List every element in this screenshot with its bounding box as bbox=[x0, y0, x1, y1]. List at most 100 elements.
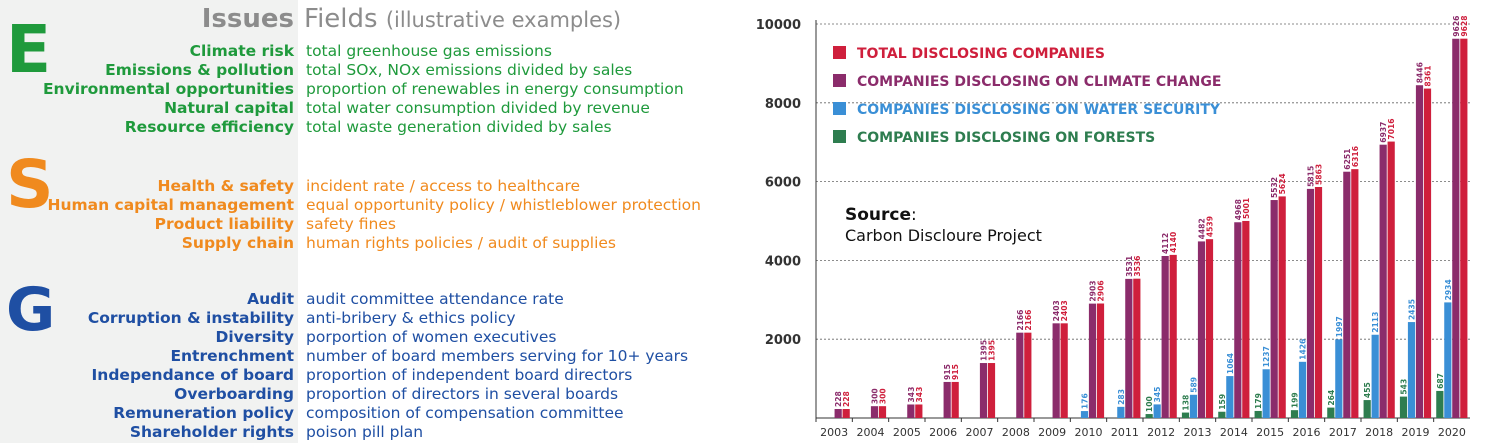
data-label: 179 bbox=[1254, 393, 1263, 409]
field-example: incident rate / access to healthcare bbox=[306, 177, 581, 195]
legend-label-water: COMPANIES DISCLOSING ON WATER SECURITY bbox=[857, 102, 1221, 118]
x-tick-label: 2019 bbox=[1402, 426, 1430, 439]
x-tick-label: 2015 bbox=[1256, 426, 1284, 439]
data-label: 264 bbox=[1327, 390, 1336, 406]
data-label: 1395 bbox=[980, 340, 989, 361]
data-label: 5863 bbox=[1315, 164, 1324, 185]
issue-label: Independance of board bbox=[91, 366, 294, 384]
issue-row: Independance of board proportion of indep… bbox=[0, 366, 740, 385]
bar-climate-2013 bbox=[1197, 241, 1206, 418]
y-tick-label: 6000 bbox=[765, 176, 801, 191]
data-label: 2903 bbox=[1089, 280, 1098, 301]
bar-climate-2019 bbox=[1415, 85, 1424, 418]
data-label: 4968 bbox=[1234, 199, 1243, 220]
y-tick-label: 2000 bbox=[765, 333, 801, 348]
issue-label: Health & safety bbox=[157, 177, 294, 195]
x-tick-label: 2007 bbox=[966, 426, 994, 439]
group-letter-e: E bbox=[6, 11, 52, 88]
data-label: 5815 bbox=[1307, 166, 1316, 187]
issue-label: Entrenchment bbox=[170, 347, 294, 365]
bar-total-2005 bbox=[915, 404, 923, 418]
bar-water-2016 bbox=[1298, 361, 1307, 418]
bar-water-2014 bbox=[1226, 376, 1234, 418]
x-tick-label: 2003 bbox=[820, 426, 848, 439]
x-tick-label: 2005 bbox=[893, 426, 921, 439]
source-colon: : bbox=[911, 205, 917, 225]
issue-row: Entrenchment number of board members serv… bbox=[0, 347, 740, 366]
issue-row: Emissions & pollution total SOx, NOx emis… bbox=[0, 61, 740, 80]
y-tick-label: 8000 bbox=[765, 97, 801, 112]
bar-forests-2020 bbox=[1436, 390, 1444, 418]
bar-climate-2006 bbox=[943, 381, 951, 418]
bar-climate-2007 bbox=[979, 363, 988, 418]
bar-climate-2004 bbox=[870, 406, 879, 418]
issue-label: Overboarding bbox=[174, 385, 294, 403]
esg-issues-panel: Issues Fields (illustrative examples) E C… bbox=[0, 0, 740, 443]
data-label: 1237 bbox=[1262, 346, 1271, 367]
issue-label: Human capital management bbox=[47, 196, 294, 214]
legend-swatch-climate bbox=[833, 74, 846, 87]
bar-forests-2015 bbox=[1254, 410, 1262, 418]
bar-water-2017 bbox=[1335, 339, 1343, 418]
data-label: 5532 bbox=[1270, 177, 1279, 198]
x-tick-label: 2012 bbox=[1147, 426, 1175, 439]
bar-water-2013 bbox=[1189, 394, 1198, 418]
bar-total-2017 bbox=[1351, 169, 1359, 418]
field-example: porportion of women executives bbox=[306, 328, 557, 346]
bar-climate-2012 bbox=[1161, 255, 1169, 418]
group-letter-g: G bbox=[6, 275, 56, 345]
data-label: 6937 bbox=[1379, 122, 1388, 143]
legend-swatch-forests bbox=[833, 130, 846, 143]
issue-row: Product liability safety fines bbox=[0, 215, 740, 234]
bar-climate-2014 bbox=[1234, 222, 1242, 418]
issues-column-background bbox=[0, 0, 298, 443]
x-tick-label: 2008 bbox=[1002, 426, 1030, 439]
x-tick-label: 2014 bbox=[1220, 426, 1248, 439]
source-label: Source bbox=[845, 205, 911, 225]
bar-climate-2016 bbox=[1306, 188, 1315, 418]
data-label: 2934 bbox=[1444, 279, 1453, 300]
x-tick-label: 2011 bbox=[1111, 426, 1139, 439]
issue-row: Health & safety incident rate / access to… bbox=[0, 177, 740, 196]
bar-climate-2018 bbox=[1379, 144, 1387, 419]
fields-header-subtitle: (illustrative examples) bbox=[385, 8, 622, 32]
data-label: 3531 bbox=[1125, 256, 1134, 277]
bar-total-2004 bbox=[878, 406, 887, 418]
issue-label: Audit bbox=[247, 290, 294, 308]
bar-water-2010 bbox=[1080, 411, 1089, 418]
data-label: 2403 bbox=[1052, 300, 1061, 321]
bar-forests-2013 bbox=[1181, 412, 1190, 418]
x-tick-label: 2006 bbox=[929, 426, 957, 439]
y-tick-label: 10000 bbox=[756, 18, 801, 33]
data-label: 9628 bbox=[1460, 16, 1469, 37]
data-label: 1997 bbox=[1335, 316, 1344, 337]
data-label: 589 bbox=[1190, 377, 1199, 393]
x-tick-label: 2010 bbox=[1075, 426, 1103, 439]
data-label: 159 bbox=[1218, 394, 1227, 410]
disclosure-bar-chart: 2000 4000 6000 8000 10000 228 228 2003 300 300 200… bbox=[756, 16, 1470, 439]
legend-label-total: TOTAL DISCLOSING COMPANIES bbox=[857, 46, 1105, 62]
fields-header: Fields (illustrative examples) bbox=[304, 4, 621, 34]
issue-label: Diversity bbox=[215, 328, 295, 346]
data-label: 2166 bbox=[1024, 310, 1033, 331]
data-label: 2906 bbox=[1097, 280, 1106, 301]
issue-label: Climate risk bbox=[189, 42, 294, 60]
field-example: equal opportunity policy / whistleblower… bbox=[306, 196, 701, 214]
source-annotation: Source: bbox=[845, 205, 917, 225]
bar-climate-2009 bbox=[1052, 323, 1060, 418]
data-label: 543 bbox=[1400, 379, 1409, 395]
issue-label: Product liability bbox=[154, 215, 294, 233]
bar-total-2006 bbox=[951, 381, 959, 418]
issue-row: Overboarding proportion of directors in s… bbox=[0, 385, 740, 404]
bar-water-2018 bbox=[1371, 334, 1379, 418]
data-label: 343 bbox=[915, 387, 924, 403]
issues-header: Issues bbox=[201, 4, 294, 34]
field-example: audit committee attendance rate bbox=[306, 290, 564, 308]
data-label: 345 bbox=[1153, 387, 1162, 403]
bar-forests-2017 bbox=[1327, 407, 1335, 418]
x-tick-label: 2009 bbox=[1038, 426, 1066, 439]
data-label: 2403 bbox=[1060, 300, 1069, 321]
data-label: 687 bbox=[1436, 373, 1445, 389]
field-example: proportion of directors in several board… bbox=[306, 385, 619, 403]
bar-climate-2010 bbox=[1088, 303, 1097, 418]
